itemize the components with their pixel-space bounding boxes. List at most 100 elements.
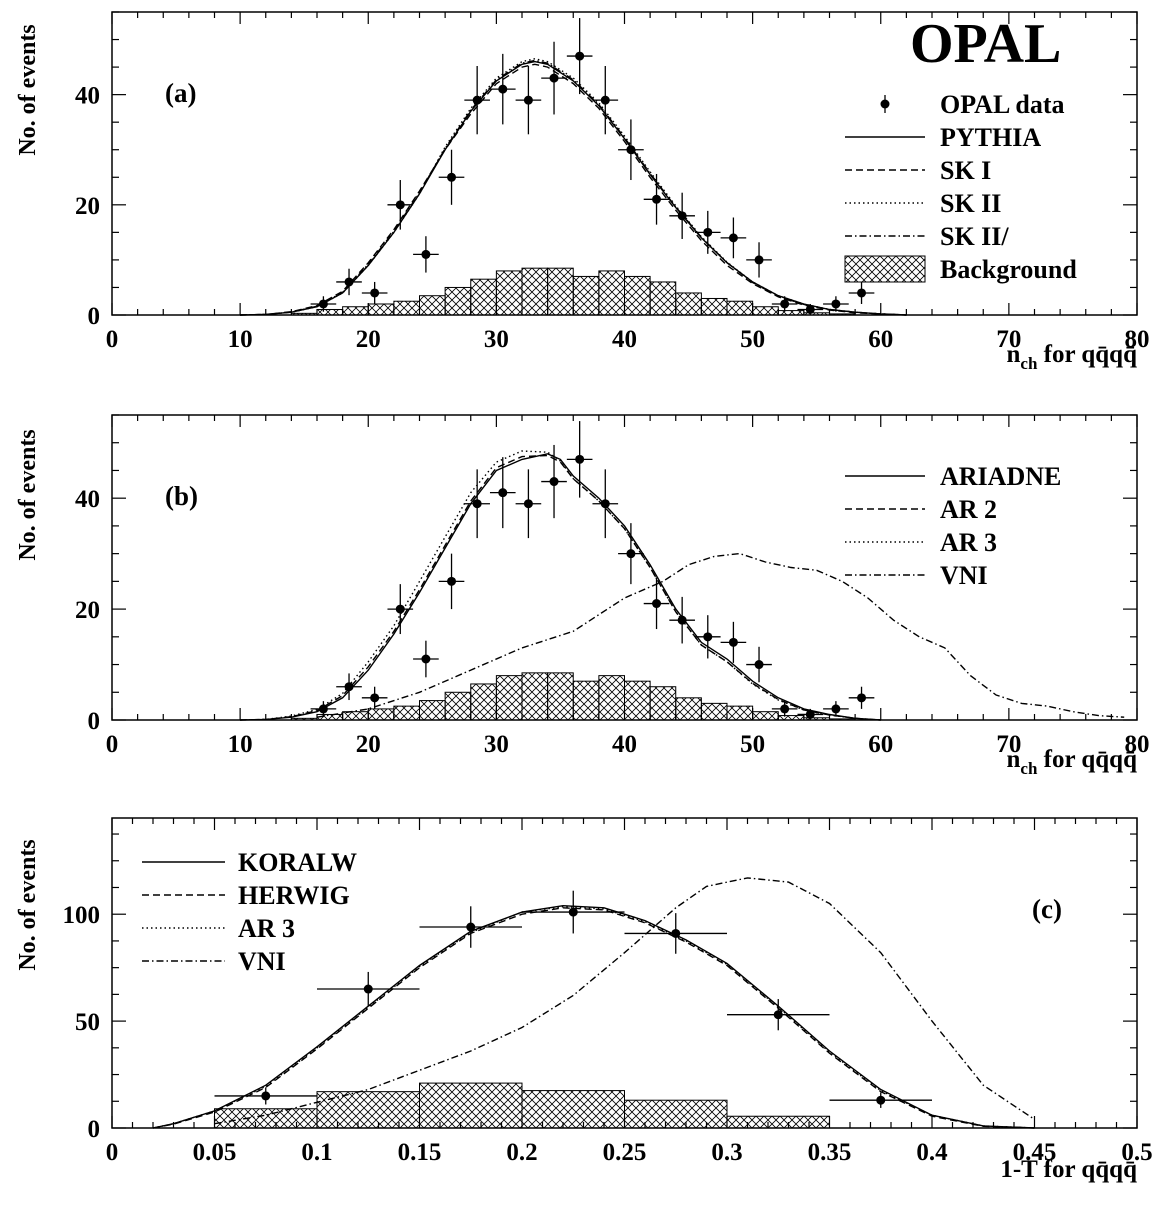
background-bin [495,675,523,721]
x-axis-label: nch for qq̄qq̄ [1007,746,1138,778]
data-marker [780,299,790,309]
data-point [694,615,721,659]
legend-label: Background [940,255,1077,284]
x-tick-label: 10 [228,731,253,758]
background-bin [419,700,446,721]
legend-label: SK I [940,156,991,185]
x-tick-label: 0.3 [711,1139,742,1166]
data-marker [626,549,636,559]
data-point [624,913,727,954]
background-bin [470,278,497,316]
data-marker [472,499,482,509]
data-point [618,523,644,585]
data-point [438,553,465,610]
data-point [797,708,824,720]
data-marker [575,454,585,464]
data-point [566,18,593,95]
chart-panel-3: 0 0.05 0.1 0.15 0.2 0.25 0.3 0.35 0.4 0.45 0.5 0 50 1… [15,817,1153,1183]
background-bin [342,306,369,316]
data-marker [876,1095,886,1105]
data-marker [370,288,380,298]
data-point [214,1087,317,1105]
panel-label: (a) [165,78,196,108]
series-line-ar-3 [152,905,1035,1129]
background-bin [572,680,600,721]
data-marker [344,682,354,692]
legend-label: SK II [940,189,1001,218]
data-point [823,701,849,717]
series-line-vni [214,877,1035,1125]
chart-panel-1: 0 10 20 30 40 50 60 70 80 0 20 40 No. of events nch f… [15,11,1150,373]
legend: KORALW HERWIG AR 3 VNI [142,848,357,976]
data-point [592,65,619,135]
data-point [464,469,490,539]
x-tick-label: 0.05 [193,1139,237,1166]
data-marker [805,709,815,719]
data-marker [472,95,482,105]
x-tick-label: 0 [106,1139,119,1166]
background-bin [649,281,677,316]
data-point [541,444,567,519]
data-point [361,686,388,709]
data-marker [498,84,508,94]
data-point [694,210,721,254]
legend-label: KORALW [238,848,357,877]
background-bin [598,270,625,316]
data-point [746,646,772,683]
y-axis-label: No. of events [15,24,41,155]
background-bin [419,1082,523,1129]
y-tick-label: 100 [63,902,101,929]
panel-label: (c) [1032,894,1062,924]
data-point [310,701,337,717]
data-marker [671,928,681,938]
x-tick-label: 20 [356,731,381,758]
data-point [566,421,593,498]
x-tick-label: 50 [740,731,765,758]
data-point [489,53,516,125]
legend-label: VNI [940,561,988,590]
data-point [515,65,542,135]
x-tick-label: 60 [868,326,893,353]
data-marker [754,660,764,670]
data-point [669,192,695,239]
background-bin [521,267,549,316]
data-point [669,596,695,644]
background-bin [444,286,472,316]
background-bin [752,711,779,721]
background-bin [367,303,395,316]
data-point [419,906,522,948]
data-marker [344,277,354,287]
data-marker [498,488,508,498]
data-marker [652,599,662,609]
data-marker [370,693,380,703]
background-bin [598,675,625,721]
data-marker [318,299,328,309]
legend-label: AR 2 [940,495,997,524]
legend: OPAL data PYTHIA SK I SK II SK II/Background [844,90,1077,284]
background-bin [726,705,754,721]
data-point [771,701,798,717]
data-marker [549,73,559,83]
y-tick-label: 0 [88,708,101,735]
background-bin [367,708,395,721]
background-bin [547,267,574,316]
legend-label: OPAL data [940,90,1064,119]
background-bin [675,292,702,316]
y-tick-label: 20 [75,193,100,220]
background-bin [444,691,472,721]
x-tick-label: 0.35 [808,1139,852,1166]
data-marker [447,576,457,586]
data-point [522,890,625,934]
background-bin [521,1090,625,1129]
data-marker [780,704,790,714]
data-marker [703,632,713,642]
data-marker [568,907,578,917]
x-tick-label: 70 [996,731,1021,758]
x-axis-label: nch for qq̄qq̄ [1007,341,1138,373]
x-tick-label: 40 [612,326,637,353]
data-marker [677,211,687,221]
x-tick-label: 0.15 [398,1139,442,1166]
background-bin [495,270,523,316]
series-line-sk-ii- [240,59,907,316]
data-marker [805,304,815,314]
